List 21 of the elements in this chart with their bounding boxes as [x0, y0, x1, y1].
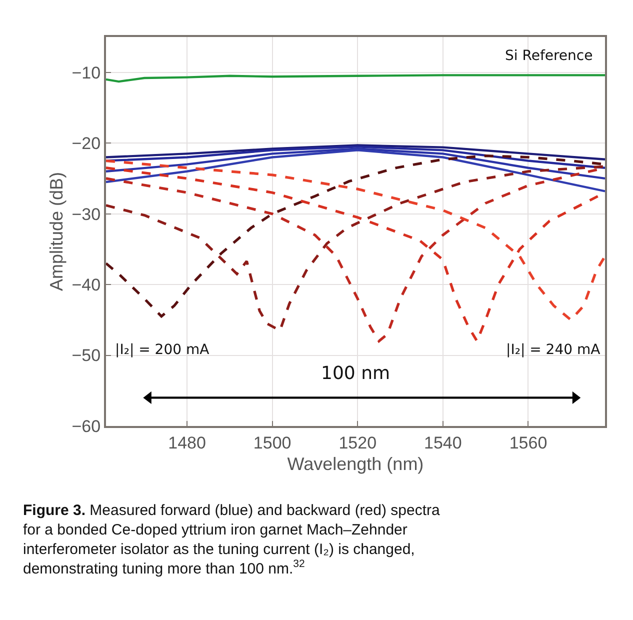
line-series [106, 74, 605, 83]
y-tick-label: −50 [72, 346, 101, 366]
x-tick-label: 1500 [253, 433, 292, 452]
annotation: Si Reference [505, 48, 593, 64]
line-series [106, 149, 605, 192]
x-tick-label: 1560 [509, 433, 548, 452]
y-tick-label: −40 [72, 276, 101, 294]
annotation: |I₂| = 240 mA [506, 342, 601, 358]
line-series [106, 144, 605, 160]
x-axis-title: Wavelength (nm) [287, 454, 424, 474]
annotation: |I₂| = 200 mA [115, 342, 210, 358]
y-axis-title: Amplitude (dB) [46, 172, 66, 292]
x-tick-label: 1480 [168, 433, 206, 452]
y-tick-label: −60 [72, 416, 101, 436]
annotation: 100 nm [321, 363, 390, 384]
x-tick-label: 1540 [424, 433, 462, 452]
y-tick-label: −10 [72, 63, 101, 82]
caption: Figure 3. Measured forward (blue) and backward (red) spectra for a bonded Ce-doped yttrium iron garnet Mach–Zehnder interferometer isolator as the tuning current (I₂) is changed, demonstrating tuning more than 100 nm.$^{32}$ [23, 502, 440, 578]
y-tick-label: −20 [72, 134, 101, 154]
x-tick-label: 1520 [338, 433, 377, 452]
y-tick-label: −30 [72, 204, 101, 224]
